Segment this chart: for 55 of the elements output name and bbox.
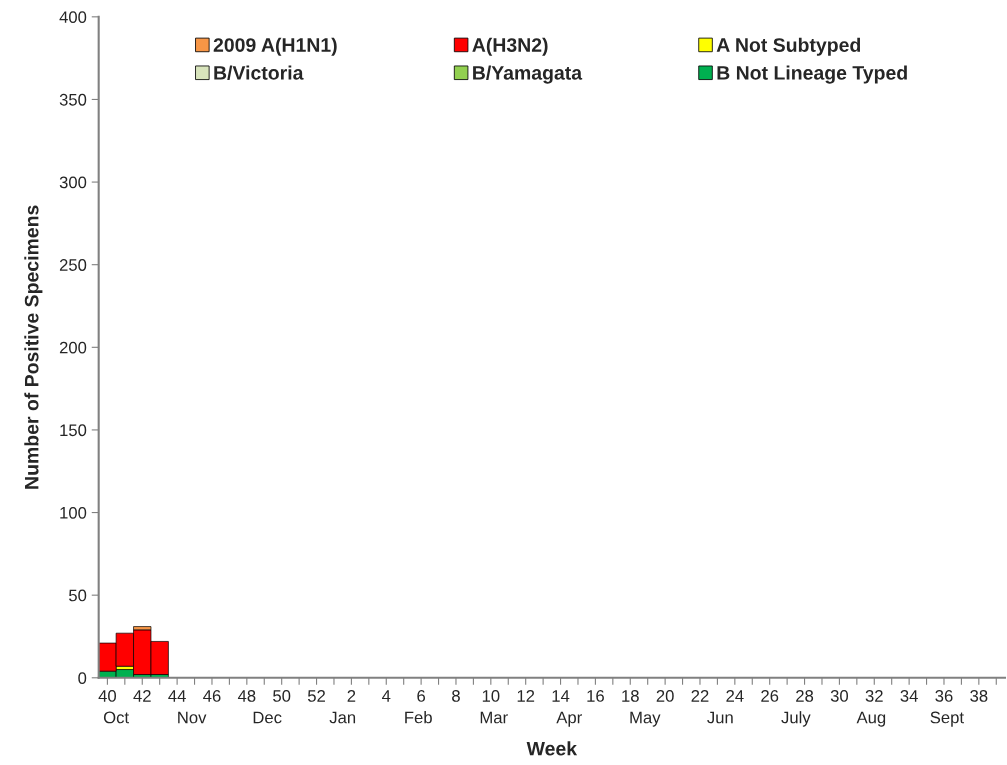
x-tick-label: 34 <box>900 690 918 702</box>
text: Mar <box>480 711 508 724</box>
y-tick-label: 350 <box>59 93 87 106</box>
x-tick-label: 30 <box>830 690 849 702</box>
text: July <box>781 711 811 727</box>
legend-label: 2009 A(H1N1) <box>213 37 337 56</box>
y-tick-label: 50 <box>69 589 87 602</box>
x-tick-label: 38 <box>970 690 988 702</box>
y-tick-label: 150 <box>60 424 87 437</box>
x-axis-title: Week <box>526 741 578 756</box>
text: Feb <box>405 711 432 724</box>
text: Jan <box>329 711 356 724</box>
legend-label: B/Victoria <box>214 65 304 80</box>
text: Apr <box>556 711 582 727</box>
x-tick-label: 14 <box>552 690 570 702</box>
x-tick-label: 4 <box>382 690 391 702</box>
x-tick-label: 22 <box>691 690 709 702</box>
x-tick-label: 12 <box>517 690 535 702</box>
x-tick-label: 8 <box>452 690 460 702</box>
y-tick-label: 0 <box>78 672 87 684</box>
x-tick-label: 48 <box>237 690 256 702</box>
x-tick-label: 10 <box>482 690 500 702</box>
y-tick-label: 250 <box>59 259 87 271</box>
legend-label: A(H3N2) <box>472 37 548 56</box>
x-tick-label: 2 <box>347 690 356 702</box>
text: Jun <box>707 711 733 724</box>
x-tick-label: 40 <box>98 690 117 702</box>
y-axis-title: Number of Positive Specimens <box>24 205 43 489</box>
text: May <box>630 711 661 727</box>
text: Aug <box>856 711 886 727</box>
x-tick-label: 16 <box>587 690 604 702</box>
x-tick-label: 36 <box>935 690 953 702</box>
legend-label: B/Yamagata <box>473 65 583 84</box>
legend-label: B Not Lineage Typed <box>717 65 907 84</box>
x-tick-label: 6 <box>417 690 426 702</box>
text: Dec <box>253 711 282 724</box>
x-tick-label: 50 <box>273 690 291 702</box>
text: Sept <box>930 711 964 727</box>
x-tick-label: 24 <box>726 690 744 702</box>
x-tick-label: 18 <box>622 690 639 702</box>
x-tick-label: 52 <box>307 690 325 702</box>
text: Oct <box>103 711 129 724</box>
y-tick-label: 200 <box>59 341 87 354</box>
x-tick-label: 46 <box>203 690 221 702</box>
y-tick-label: 300 <box>59 176 87 189</box>
y-tick-label: 400 <box>59 11 87 24</box>
x-tick-label: 26 <box>761 690 779 702</box>
x-tick-label: 42 <box>133 690 151 702</box>
legend-label: A Not Subtyped <box>716 37 861 56</box>
x-tick-label: 44 <box>168 690 186 702</box>
x-tick-label: 28 <box>796 690 814 702</box>
y-tick-label: 100 <box>60 506 87 519</box>
x-tick-label: 20 <box>656 690 674 702</box>
x-tick-label: 32 <box>865 690 883 702</box>
text: Nov <box>178 711 207 724</box>
